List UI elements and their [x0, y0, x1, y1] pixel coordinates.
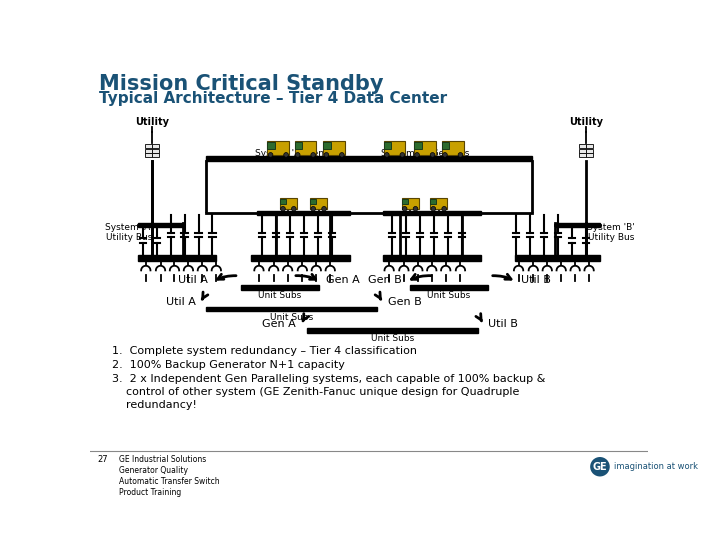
Bar [153, 148, 159, 153]
Circle shape [311, 206, 315, 211]
Bar [384, 141, 405, 155]
Bar [384, 141, 392, 150]
Text: Utility: Utility [569, 117, 603, 127]
Bar [586, 148, 593, 153]
Bar [145, 144, 152, 148]
Circle shape [311, 153, 315, 157]
Bar [307, 328, 477, 333]
Circle shape [415, 153, 419, 157]
Text: Gen B: Gen B [387, 297, 421, 307]
Circle shape [281, 206, 285, 211]
Text: GE: GE [593, 462, 607, 472]
Text: System 'B'
Utility Bus: System 'B' Utility Bus [587, 223, 634, 242]
Bar [414, 141, 421, 150]
Text: Util A: Util A [166, 297, 195, 307]
Text: Unit Subs: Unit Subs [371, 334, 414, 343]
Text: 1.  Complete system redundancy – Tier 4 classification: 1. Complete system redundancy – Tier 4 c… [112, 346, 417, 356]
Bar [280, 199, 286, 205]
Circle shape [589, 456, 611, 477]
Bar [267, 141, 289, 155]
Bar [579, 144, 585, 148]
Text: System 'A' Gen Bus: System 'A' Gen Bus [255, 149, 343, 158]
Text: Unit Subs: Unit Subs [427, 291, 470, 300]
Text: System 'B' Gen Bus: System 'B' Gen Bus [381, 149, 469, 158]
Bar [206, 157, 532, 161]
Bar [323, 141, 345, 155]
Bar [294, 141, 316, 155]
Circle shape [269, 153, 273, 157]
Circle shape [295, 153, 300, 157]
Bar [153, 153, 159, 157]
Circle shape [442, 206, 446, 211]
Text: GE Industrial Solutions
Generator Quality
Automatic Transfer Switch
Product Trai: GE Industrial Solutions Generator Qualit… [120, 455, 220, 497]
Bar [323, 141, 331, 150]
Bar [383, 255, 482, 261]
Text: Typical Architecture – Tier 4 Data Center: Typical Architecture – Tier 4 Data Cente… [99, 91, 447, 106]
Bar [383, 211, 482, 215]
Bar [145, 148, 152, 153]
Bar [414, 141, 436, 155]
Circle shape [292, 206, 296, 211]
Bar [241, 285, 319, 289]
Text: Gen A: Gen A [262, 319, 296, 328]
Text: imagination at work: imagination at work [614, 462, 698, 471]
Bar [153, 144, 159, 148]
Text: 27: 27 [98, 455, 109, 464]
Circle shape [322, 206, 326, 211]
Text: Util B: Util B [521, 275, 551, 286]
Text: Mission Critical Standby: Mission Critical Standby [99, 74, 384, 94]
Circle shape [324, 153, 329, 157]
Circle shape [284, 153, 289, 157]
Text: Gen B: Gen B [368, 275, 402, 286]
Bar [138, 222, 183, 226]
Bar [206, 307, 377, 311]
Text: Unit Subs: Unit Subs [270, 313, 313, 322]
Bar [294, 141, 302, 150]
Text: 3.  2 x Independent Gen Paralleling systems, each capable of 100% backup &
    c: 3. 2 x Independent Gen Paralleling syste… [112, 374, 545, 410]
Bar [586, 153, 593, 157]
Bar [579, 153, 585, 157]
Text: Util B: Util B [488, 319, 518, 328]
Text: System 'A'
Utility Bus: System 'A' Utility Bus [105, 223, 153, 242]
Bar [310, 198, 327, 209]
Circle shape [443, 153, 447, 157]
Bar [442, 141, 464, 155]
Text: Util A: Util A [178, 275, 208, 286]
Circle shape [384, 153, 389, 157]
Circle shape [431, 206, 436, 211]
Bar [256, 211, 350, 215]
Bar [431, 199, 436, 205]
Bar [402, 198, 418, 209]
Bar [280, 198, 297, 209]
Bar [579, 148, 585, 153]
Bar [251, 255, 350, 261]
Bar [586, 144, 593, 148]
Circle shape [431, 153, 435, 157]
Bar [310, 199, 316, 205]
Text: 2.  100% Backup Generator N+1 capacity: 2. 100% Backup Generator N+1 capacity [112, 360, 345, 370]
Bar [431, 198, 447, 209]
Bar [555, 222, 600, 226]
Text: Gen A: Gen A [325, 275, 359, 286]
Bar [515, 255, 600, 261]
Circle shape [458, 153, 463, 157]
Text: Utility: Utility [135, 117, 169, 127]
Bar [138, 255, 216, 261]
Bar [402, 199, 408, 205]
Bar [145, 153, 152, 157]
Bar [267, 141, 275, 150]
Circle shape [340, 153, 344, 157]
Bar [410, 285, 487, 289]
Circle shape [402, 206, 407, 211]
Circle shape [413, 206, 418, 211]
Bar [442, 141, 449, 150]
Circle shape [400, 153, 405, 157]
Text: Unit Subs: Unit Subs [258, 291, 302, 300]
